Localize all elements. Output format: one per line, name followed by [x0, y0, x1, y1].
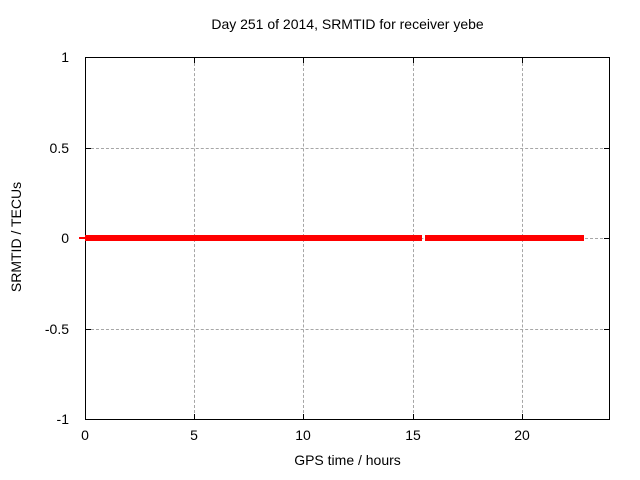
x-tick-mark-bottom — [522, 414, 523, 419]
x-tick-label: 0 — [81, 427, 89, 443]
y-tick-mark-right — [604, 148, 609, 149]
chart-title: Day 251 of 2014, SRMTID for receiver yeb… — [211, 16, 484, 32]
y-tick-label: 0 — [61, 230, 69, 246]
data-line-segment — [85, 235, 422, 241]
x-tick-label: 20 — [514, 427, 530, 443]
x-tick-mark-top — [522, 58, 523, 63]
x-tick-label: 5 — [190, 427, 198, 443]
y-tick-label: -0.5 — [44, 321, 69, 337]
x-tick-mark-bottom — [194, 414, 195, 419]
data-line-segment — [425, 235, 584, 241]
x-axis-label: GPS time / hours — [294, 452, 401, 468]
x-tick-mark-bottom — [413, 414, 414, 419]
x-tick-mark-top — [413, 58, 414, 63]
x-tick-mark-top — [194, 58, 195, 63]
x-tick-label: 15 — [405, 427, 421, 443]
grid-line-horizontal — [86, 148, 608, 149]
y-tick-label: 0.5 — [49, 140, 69, 156]
grid-line-horizontal — [86, 329, 608, 330]
series-start-marker — [79, 237, 86, 239]
x-tick-mark-top — [303, 58, 304, 63]
x-tick-label: 10 — [295, 427, 311, 443]
y-tick-mark-right — [604, 238, 609, 239]
y-tick-mark-left — [86, 329, 91, 330]
y-tick-label: 1 — [61, 49, 69, 65]
y-tick-label: -1 — [56, 411, 69, 427]
y-tick-mark-left — [86, 148, 91, 149]
y-tick-mark-right — [604, 329, 609, 330]
x-tick-mark-bottom — [303, 414, 304, 419]
